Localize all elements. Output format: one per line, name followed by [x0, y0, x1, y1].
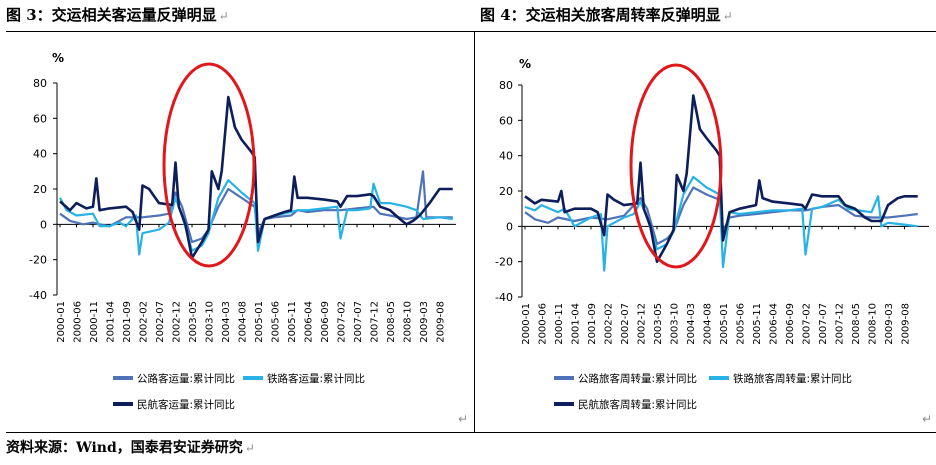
y-tick-label: 20 [499, 185, 513, 198]
x-tick-label: 2005-11 [287, 301, 298, 343]
panel-top-border [6, 31, 936, 32]
x-tick-label: 2000-11 [89, 301, 100, 343]
x-tick-label: 2002-07 [155, 301, 166, 343]
y-tick-label: 60 [33, 112, 47, 125]
x-tick-label: 2006-09 [320, 301, 331, 343]
x-tick-label: 2002-02 [604, 303, 615, 345]
x-tick-label: 2009-03 [884, 303, 895, 345]
x-tick-label: 2007-07 [353, 301, 364, 343]
y-tick-label: 80 [33, 77, 47, 90]
chart-passenger-turnover: -40 -20 0 20 40 60 80% 2000-01 2000-06 2000-11 200… [495, 57, 929, 411]
y-tick-label: 60 [499, 114, 513, 127]
x-tick-label: 2008-05 [386, 301, 397, 343]
y-tick-label: -40 [29, 289, 47, 302]
series-line-aviation [59, 95, 453, 260]
x-tick-label: 2006-04 [769, 303, 780, 345]
x-tick-label: 2004-08 [703, 303, 714, 345]
legend-label-aviation: 民航旅客周转量:累计同比 [578, 398, 697, 411]
return-mark: ↵ [722, 9, 733, 23]
x-tick-label: 2007-02 [337, 301, 348, 343]
x-tick-label: 2001-09 [122, 301, 133, 343]
x-tick-label: 2000-01 [56, 301, 67, 343]
source-note: 资料来源：Wind，国泰君安证券研究 ↵ [6, 437, 255, 457]
return-mark: ↵ [218, 9, 229, 23]
x-tick-label: 2005-06 [271, 301, 282, 343]
x-tick-label: 2003-05 [653, 303, 664, 345]
x-tick-label: 2005-11 [752, 303, 763, 345]
series-line-highway [524, 186, 918, 246]
highlight-ellipse [629, 63, 723, 269]
figure-title-right: 图 4：交运相关旅客周转率反弹明显 ↵ [480, 4, 733, 25]
y-tick-label: -20 [495, 256, 513, 269]
x-tick-label: 2002-02 [139, 301, 150, 343]
x-tick-label: 2007-12 [370, 301, 381, 343]
figure-title-left: 图 3：交运相关客运量反弹明显 ↵ [6, 4, 229, 25]
figure-title-right-text: 图 4：交运相关旅客周转率反弹明显 [480, 6, 721, 24]
x-tick-label: 2007-12 [835, 303, 846, 345]
x-tick-label: 2005-01 [719, 303, 730, 345]
legend-label-highway: 公路客运量:累计同比 [137, 372, 235, 385]
source-note-text: 资料来源：Wind，国泰君安证券研究 [6, 440, 243, 456]
x-tick-label: 2000-01 [521, 303, 532, 345]
series-line-railway [59, 179, 453, 256]
x-tick-label: 2002-07 [620, 303, 631, 345]
chart-passenger-volume: -40 -20 0 20 40 60 80% 2000-01 2000-06 2000-11 200… [29, 51, 456, 411]
x-tick-label: 2001-04 [571, 303, 582, 345]
return-mark: ↵ [458, 412, 469, 426]
x-tick-label: 2007-07 [818, 303, 829, 345]
x-tick-label: 2002-12 [637, 303, 648, 345]
panel-bottom-border [6, 432, 936, 433]
return-mark: ↵ [922, 412, 933, 426]
x-tick-label: 2000-06 [73, 301, 84, 343]
x-tick-label: 2004-03 [221, 301, 232, 343]
y-tick-label: -40 [495, 291, 513, 304]
x-tick-label: 2001-09 [587, 303, 598, 345]
x-tick-label: 2003-10 [670, 303, 681, 345]
panel-divider [474, 31, 475, 433]
x-tick-label: 2008-10 [868, 303, 879, 345]
legend-label-railway: 铁路旅客周转量:累计同比 [733, 372, 852, 385]
x-tick-label: 2004-03 [686, 303, 697, 345]
series-line-railway [524, 175, 918, 272]
y-tick-label: 0 [506, 220, 513, 233]
x-tick-label: 2008-05 [851, 303, 862, 345]
y-tick-label: 80 [499, 79, 513, 92]
y-tick-label: 40 [499, 150, 513, 163]
x-tick-label: 2009-08 [901, 303, 912, 345]
x-tick-label: 2006-09 [785, 303, 796, 345]
y-axis-unit: % [52, 51, 64, 65]
x-tick-label: 2002-12 [172, 301, 183, 343]
x-tick-label: 2009-03 [419, 301, 430, 343]
y-tick-label: 20 [33, 183, 47, 196]
y-tick-label: -20 [29, 254, 47, 267]
x-tick-label: 2003-10 [205, 301, 216, 343]
x-tick-label: 2007-02 [802, 303, 813, 345]
y-tick-label: 40 [33, 148, 47, 161]
x-tick-label: 2000-06 [538, 303, 549, 345]
legend-label-aviation: 民航客运量:累计同比 [137, 398, 235, 411]
x-tick-label: 2001-04 [106, 301, 117, 343]
highlight-ellipse [162, 62, 256, 268]
return-mark: ↵ [244, 441, 255, 455]
y-axis-unit: % [519, 57, 531, 71]
figure-title-left-text: 图 3：交运相关客运量反弹明显 [6, 6, 217, 24]
legend-label-highway: 公路旅客周转量:累计同比 [578, 372, 697, 385]
y-tick-label: 0 [40, 218, 47, 231]
x-tick-label: 2003-05 [188, 301, 199, 343]
legend-label-railway: 铁路客运量:累计同比 [267, 372, 365, 385]
x-tick-label: 2005-06 [736, 303, 747, 345]
x-tick-label: 2009-08 [436, 301, 447, 343]
x-tick-label: 2006-04 [304, 301, 315, 343]
x-tick-label: 2004-08 [238, 301, 249, 343]
series-line-aviation [524, 94, 918, 264]
x-tick-label: 2008-10 [403, 301, 414, 343]
x-tick-label: 2005-01 [254, 301, 265, 343]
x-tick-label: 2000-11 [554, 303, 565, 345]
